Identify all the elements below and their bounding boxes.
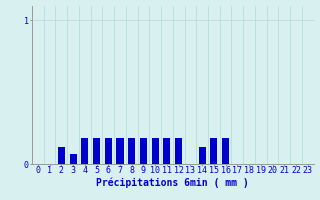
Bar — [164, 138, 171, 164]
Bar — [69, 154, 76, 164]
Bar — [222, 138, 229, 164]
Bar — [210, 138, 217, 164]
Bar — [175, 138, 182, 164]
Bar — [81, 138, 88, 164]
Bar — [128, 138, 135, 164]
X-axis label: Précipitations 6min ( mm ): Précipitations 6min ( mm ) — [96, 178, 249, 188]
Bar — [93, 138, 100, 164]
Bar — [116, 138, 124, 164]
Bar — [199, 147, 206, 164]
Bar — [140, 138, 147, 164]
Bar — [58, 147, 65, 164]
Bar — [105, 138, 112, 164]
Bar — [152, 138, 159, 164]
